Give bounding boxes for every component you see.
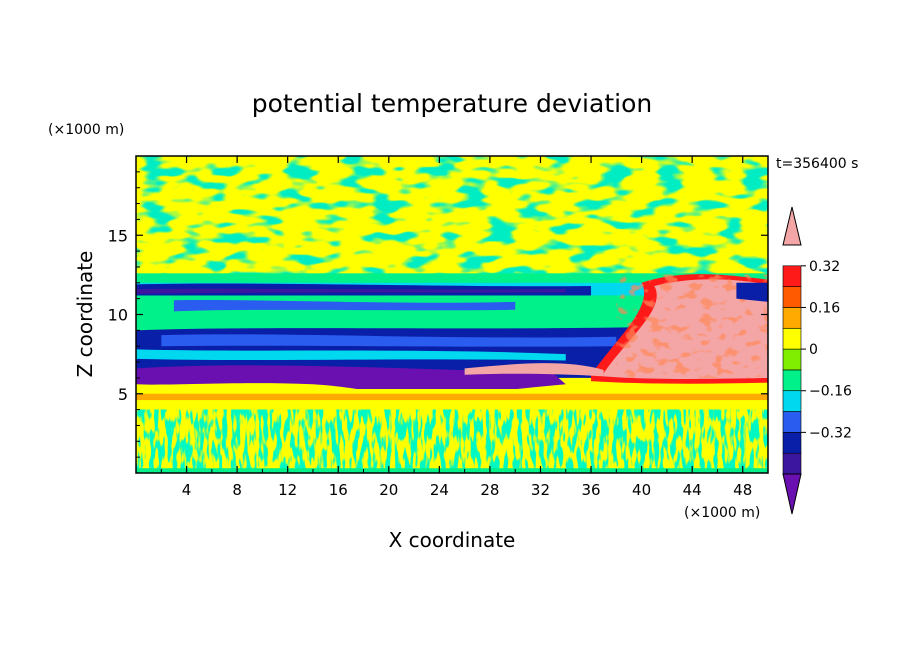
colorbar-tick-label: −0.16	[809, 384, 852, 400]
y-axis-ticks: 5 10 15	[108, 171, 768, 458]
colorbar-top-arrow	[782, 206, 802, 246]
x-axis-label: X coordinate	[389, 528, 516, 552]
colorbar-tick-label: 0.16	[809, 300, 840, 316]
y-axis-label: Z coordinate	[73, 251, 97, 378]
colorbar-cell	[782, 452, 802, 475]
x-tick-label: 28	[480, 481, 499, 499]
surface-noise	[136, 468, 768, 473]
x-tick-label: 24	[430, 481, 449, 499]
colorbar-cell	[782, 390, 802, 412]
cyan-streak-7	[136, 349, 566, 361]
x-tick-label: 32	[531, 481, 550, 499]
colorbar-cell	[782, 265, 802, 287]
purple-line-11	[136, 288, 566, 294]
colorbar-tick-label: 0	[809, 342, 818, 358]
upper-mottle	[136, 156, 768, 283]
colorbar-cell	[782, 307, 802, 329]
pink-tongue	[464, 363, 604, 377]
colorbar-cell	[782, 411, 802, 433]
colorbar-cell	[782, 327, 802, 350]
x-axis-ticks: 4 8 12 16 20 24 28 32 36 40 44 48	[160, 156, 752, 499]
colorbar-cell	[782, 348, 802, 371]
colorbar-cell	[782, 432, 802, 454]
colorbar-bottom-arrow	[782, 473, 802, 515]
x-tick-label: 44	[683, 481, 702, 499]
colorbar-cell	[782, 286, 802, 308]
x-tick-label: 8	[232, 481, 242, 499]
y-tick-label: 10	[108, 306, 128, 325]
x-tick-label: 16	[329, 481, 348, 499]
blue-right-11	[736, 282, 768, 302]
yellow-streak-5	[136, 393, 768, 401]
blue-patch-10	[173, 299, 516, 312]
blue-streak-8	[161, 334, 617, 347]
time-label: t=356400 s	[776, 156, 858, 172]
x-tick-label: 40	[632, 481, 651, 499]
x-tick-label: 36	[581, 481, 600, 499]
contour-field	[136, 156, 768, 473]
colorbar-cell	[782, 369, 802, 392]
x-tick-label: 12	[278, 481, 297, 499]
x-tick-label: 4	[182, 481, 192, 499]
y-tick-label: 15	[108, 226, 128, 245]
striations	[136, 409, 768, 469]
x-tick-label: 48	[733, 481, 752, 499]
chart-title: potential temperature deviation	[252, 89, 652, 118]
colorbar-tick-label: −0.32	[809, 425, 852, 441]
y-unit-label: (×1000 m)	[48, 122, 124, 138]
colorbar-tick-label: 0.32	[809, 259, 840, 275]
band-12	[136, 273, 768, 285]
colorbar: 0.32 0.16 0 −0.16 −0.32	[782, 206, 852, 515]
x-tick-label: 20	[379, 481, 398, 499]
x-unit-label: (×1000 m)	[684, 505, 760, 521]
y-tick-label: 5	[118, 385, 128, 404]
